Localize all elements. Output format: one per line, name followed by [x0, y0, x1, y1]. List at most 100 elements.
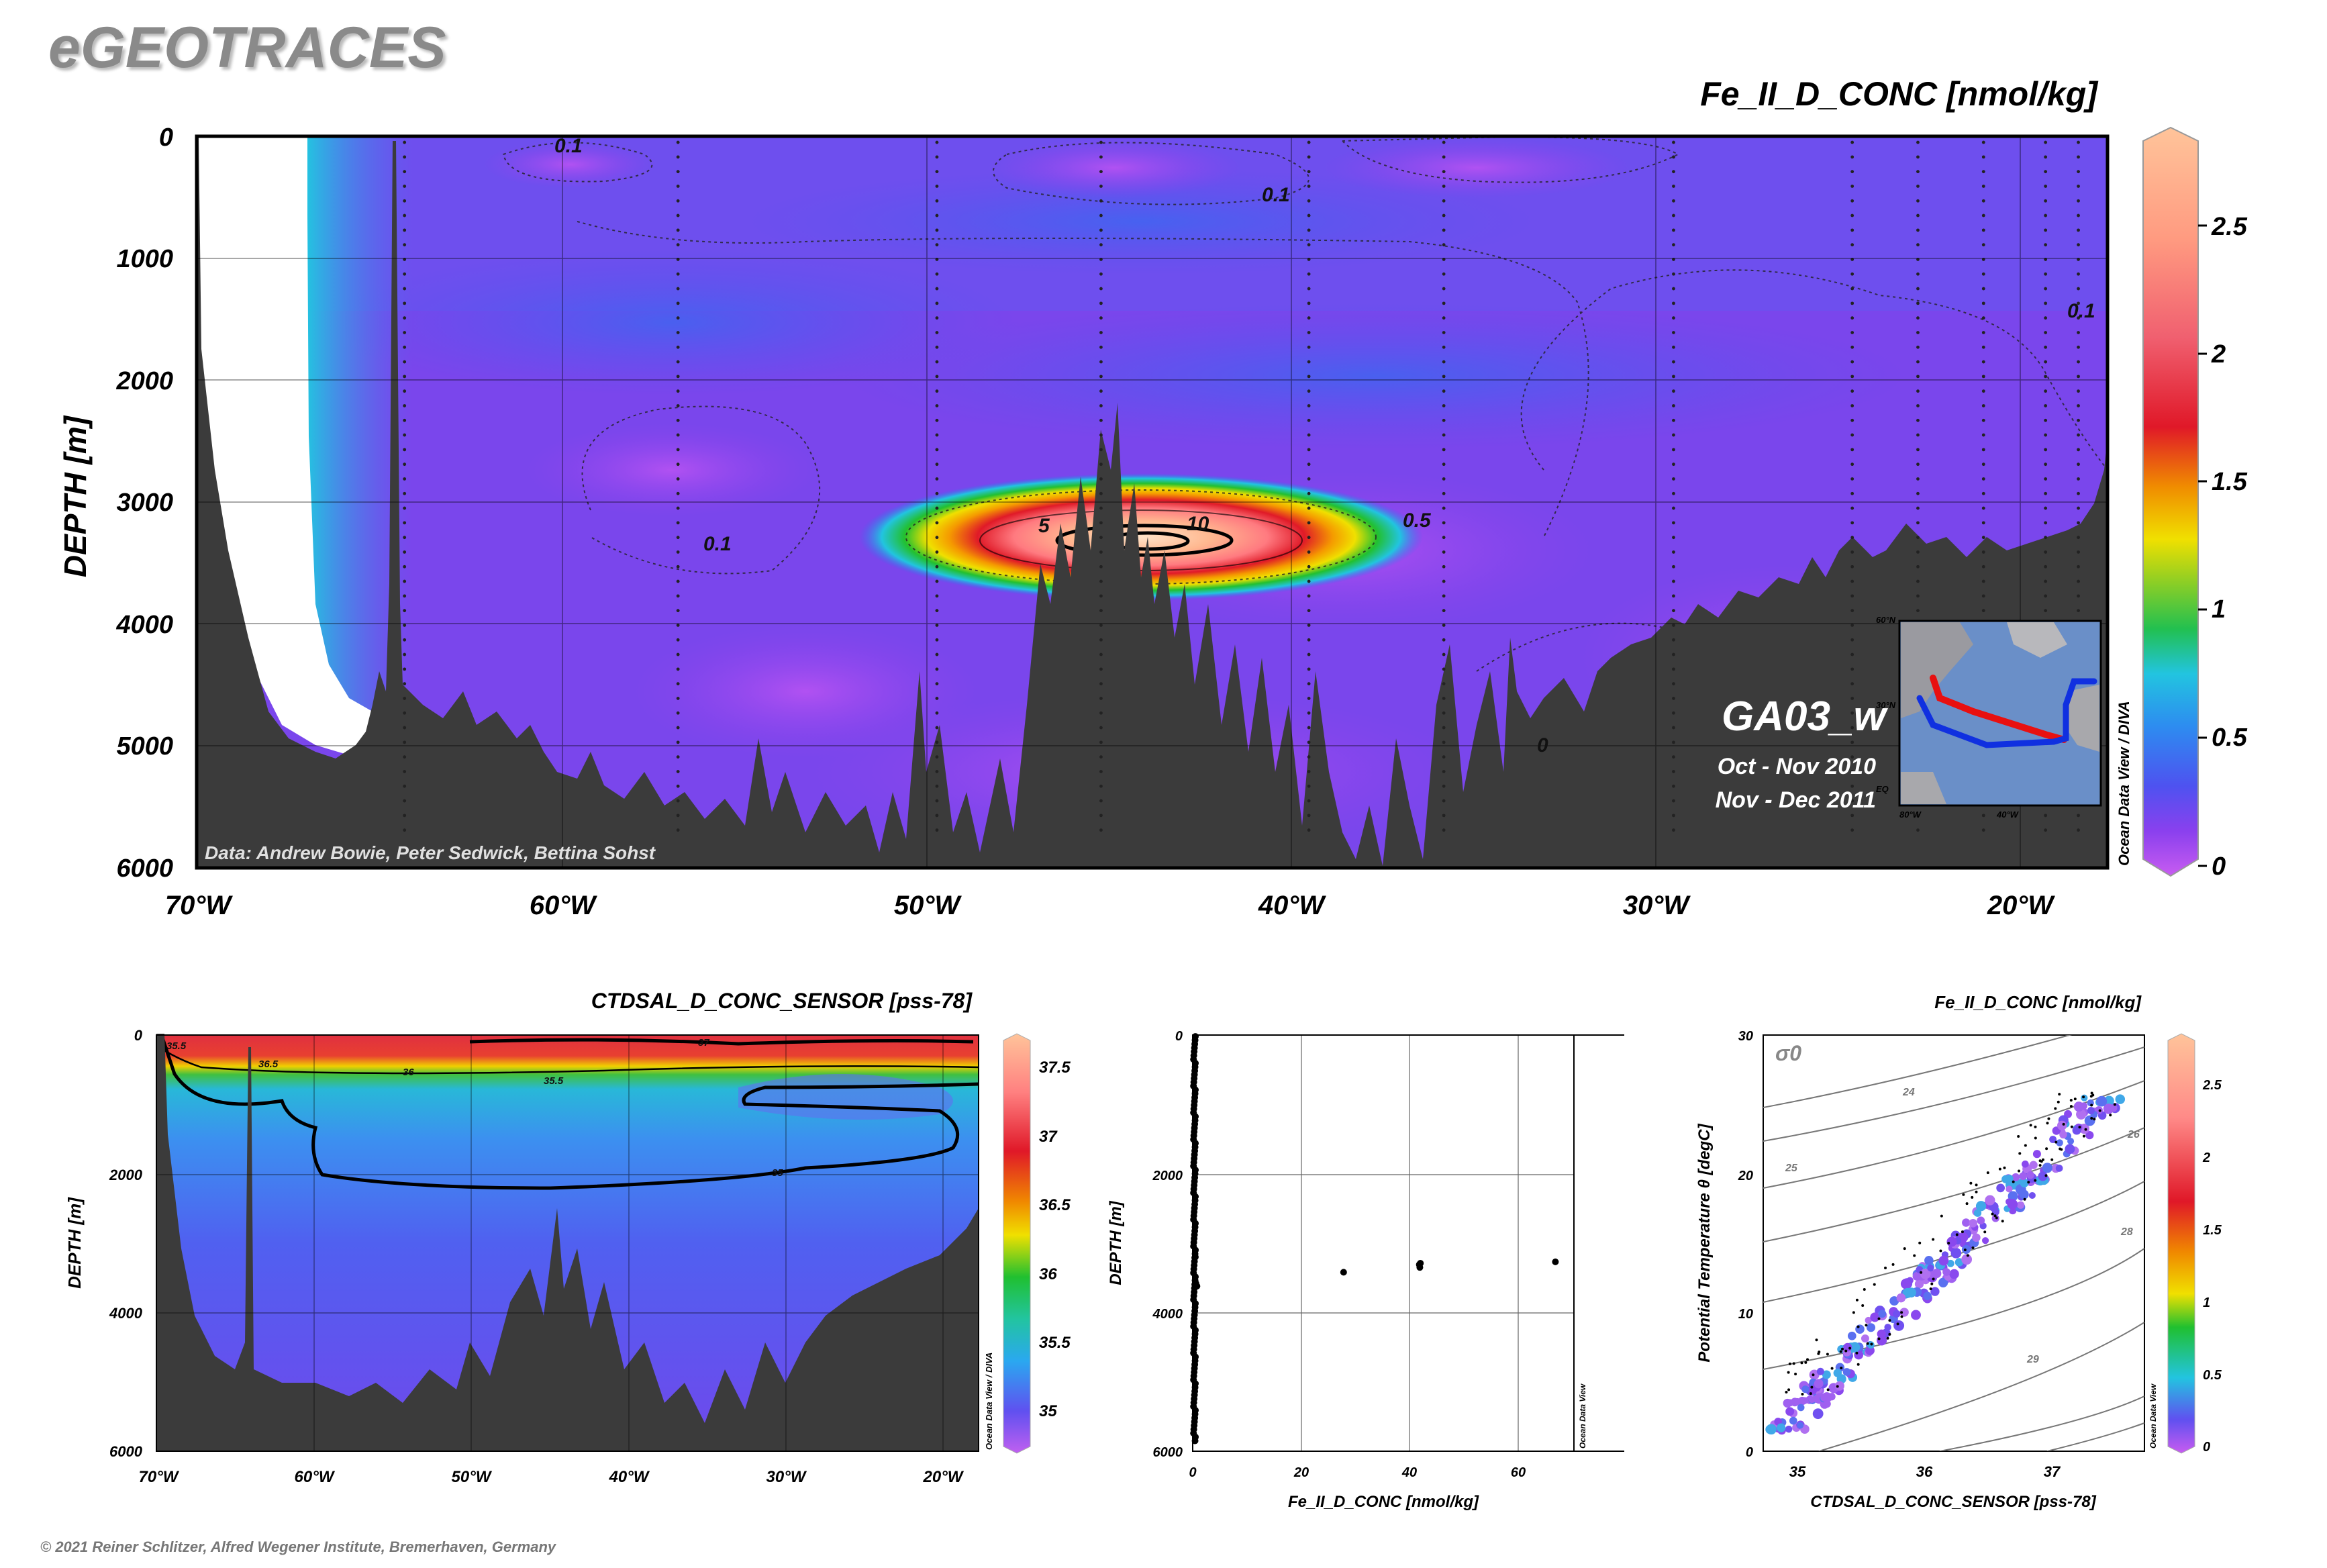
ts-point	[1877, 1317, 1881, 1320]
x-tick-label: 70°W	[165, 891, 233, 920]
ts-point	[1900, 1278, 1912, 1289]
station-sample-dot	[2077, 170, 2080, 174]
colorbar-tick: 0.5	[2203, 1368, 2222, 1383]
ts-point	[1966, 1254, 1969, 1257]
ts-point	[1785, 1407, 1795, 1416]
ts-point	[1932, 1238, 1935, 1241]
station-sample-dot	[403, 711, 407, 715]
station-sample-dot	[1850, 301, 1854, 305]
station-sample-dot	[676, 609, 680, 613]
station-sample-dot	[1916, 477, 1920, 481]
station-sample-dot	[1442, 506, 1446, 510]
ts-point	[1971, 1246, 1975, 1249]
ts-point	[1852, 1311, 1855, 1314]
y-tick-label: 0	[1175, 1029, 1183, 1044]
station-sample-dot	[1099, 375, 1103, 379]
station-sample-dot	[2044, 565, 2048, 569]
ts-point	[1814, 1379, 1824, 1389]
station-sample-dot	[1850, 448, 1854, 452]
ts-point	[1816, 1367, 1824, 1375]
station-sample-dot	[1307, 140, 1311, 144]
ts-point	[1777, 1423, 1786, 1432]
ts-point	[2042, 1163, 2052, 1173]
ts-point	[1913, 1254, 1916, 1257]
station-sample-dot	[1916, 228, 1920, 232]
station-sample-dot	[1307, 755, 1311, 759]
station-sample-dot	[1442, 213, 1446, 217]
station-sample-dot	[676, 433, 680, 437]
y-tick-label: 4000	[1152, 1307, 1183, 1322]
station-sample-dot	[1099, 316, 1103, 320]
ts-point	[2019, 1189, 2029, 1199]
ts-point	[2070, 1125, 2073, 1128]
station-sample-dot	[1916, 579, 1920, 583]
station-sample-dot	[1307, 258, 1311, 261]
ts-point	[1833, 1369, 1842, 1377]
ts-point	[1975, 1201, 1987, 1212]
station-sample-dot	[935, 418, 939, 422]
ts-point	[1896, 1293, 1906, 1303]
ts-point	[1962, 1193, 1965, 1196]
station-sample-dot	[1916, 609, 1920, 613]
station-sample-dot	[403, 784, 407, 788]
station-sample-dot	[1099, 624, 1103, 627]
station-sample-dot	[1307, 287, 1311, 291]
station-sample-dot	[1307, 213, 1311, 217]
odv-note: Ocean Data View	[2148, 1383, 2158, 1449]
ts-point	[1969, 1181, 1973, 1185]
station-sample-dot	[1442, 799, 1446, 803]
ts-point	[1927, 1264, 1934, 1272]
station-sample-dot	[403, 667, 407, 671]
station-sample-dot	[2077, 565, 2080, 569]
station-sample-dot	[1442, 667, 1446, 671]
ts-point	[1914, 1279, 1924, 1289]
station-sample-dot	[1307, 448, 1311, 452]
x-tick-label: 30°W	[1623, 891, 1691, 920]
ts-point	[1920, 1268, 1931, 1279]
station-sample-dot	[2077, 287, 2080, 291]
ts-point	[1842, 1368, 1851, 1376]
station-sample-dot	[2077, 594, 2080, 598]
station-sample-dot	[935, 243, 939, 247]
ts-point	[1797, 1404, 1805, 1412]
station-sample-dot	[1099, 682, 1103, 686]
station-sample-dot	[1850, 624, 1854, 627]
station-sample-dot	[935, 740, 939, 744]
ts-point	[1801, 1385, 1810, 1393]
ts-point	[2082, 1134, 2085, 1138]
station-sample-dot	[1442, 711, 1446, 715]
ts-point	[1899, 1308, 1909, 1317]
station-sample-dot	[403, 375, 407, 379]
station-sample-dot	[1981, 301, 1985, 305]
station-sample-dot	[1981, 491, 1985, 495]
ts-point	[2106, 1097, 2114, 1105]
station-sample-dot	[403, 360, 407, 364]
station-sample-dot	[1981, 448, 1985, 452]
station-sample-dot	[1099, 755, 1103, 759]
ts-point	[2038, 1164, 2042, 1167]
station-sample-dot	[1850, 243, 1854, 247]
main-chart-title: Fe_II_D_CONC [nmol/kg]	[1700, 75, 2099, 113]
ts-point	[1993, 1214, 1997, 1218]
station-sample-dot	[1981, 375, 1985, 379]
station-sample-dot	[1672, 258, 1675, 261]
station-sample-dot	[2077, 433, 2080, 437]
ts-point	[1826, 1388, 1830, 1391]
colorbar-tick: 1.5	[2203, 1223, 2222, 1238]
station-sample-dot	[935, 155, 939, 159]
station-sample-dot	[1850, 360, 1854, 364]
ts-point	[1938, 1255, 1949, 1266]
station-sample-dot	[1672, 331, 1675, 334]
ts-point	[2012, 1180, 2015, 1183]
station-sample-dot	[1442, 140, 1446, 144]
colorbar-tick: 1.5	[2212, 468, 2248, 496]
ts-point	[1840, 1366, 1843, 1369]
station-sample-dot	[1850, 609, 1854, 613]
ts-point	[2084, 1128, 2087, 1131]
ts-point	[1963, 1248, 1967, 1252]
station-sample-dot	[1981, 594, 1985, 598]
station-sample-dot	[935, 331, 939, 334]
scatter-point	[1340, 1269, 1347, 1276]
station-sample-dot	[1099, 448, 1103, 452]
station-sample-dot	[2044, 301, 2048, 305]
